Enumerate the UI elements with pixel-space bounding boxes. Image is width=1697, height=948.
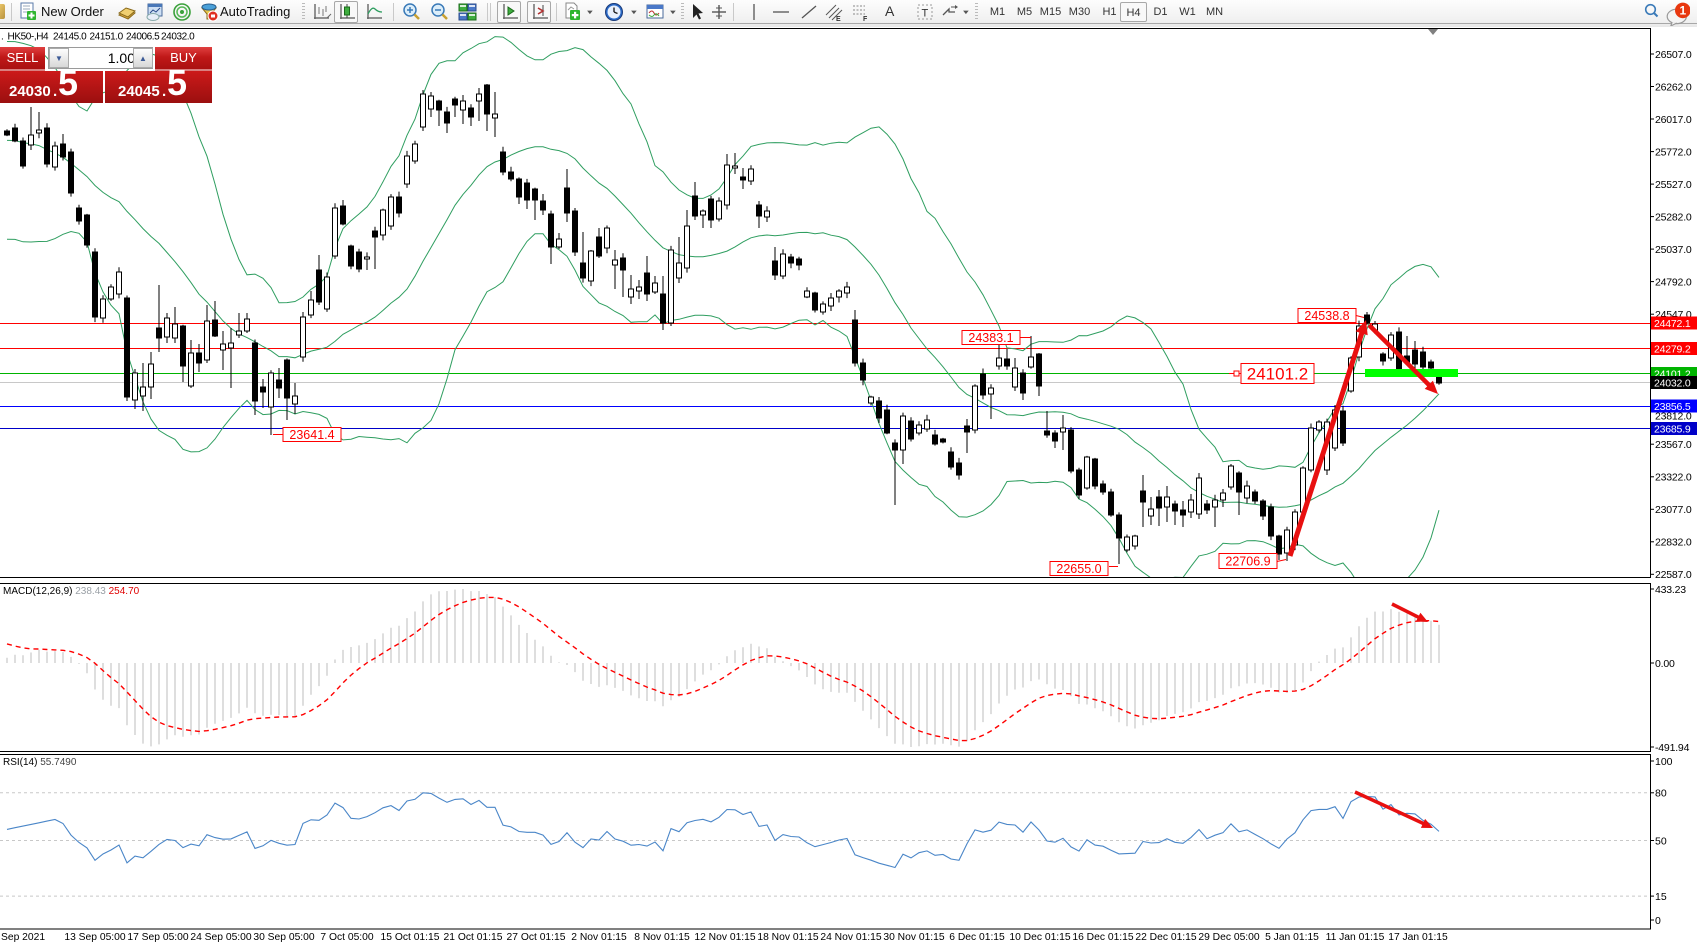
svg-text:24 Sep 05:00: 24 Sep 05:00	[190, 932, 252, 943]
svg-text:22706.9: 22706.9	[1225, 555, 1270, 569]
svg-text:433.23: 433.23	[1655, 584, 1686, 596]
svg-text:23567.0: 23567.0	[1655, 439, 1692, 451]
svg-text:17 Sep 05:00: 17 Sep 05:00	[127, 932, 189, 943]
svg-text:23641.4: 23641.4	[289, 428, 334, 442]
svg-text:22587.0: 22587.0	[1655, 569, 1692, 581]
svg-text:T: T	[922, 8, 929, 20]
svg-text:24538.8: 24538.8	[1304, 309, 1349, 323]
svg-text:RSI(14) 55.7490: RSI(14) 55.7490	[3, 757, 77, 768]
svg-text:50: 50	[1655, 835, 1667, 847]
svg-text:16 Dec 01:15: 16 Dec 01:15	[1072, 932, 1134, 943]
svg-text:24383.1: 24383.1	[968, 331, 1013, 345]
svg-text:25037.0: 25037.0	[1655, 244, 1692, 256]
svg-text:17 Jan 01:15: 17 Jan 01:15	[1388, 932, 1448, 943]
svg-text:F: F	[863, 16, 868, 22]
svg-text:12 Nov 01:15: 12 Nov 01:15	[694, 932, 756, 943]
svg-text:7 Oct 05:00: 7 Oct 05:00	[320, 932, 374, 943]
svg-text:2 Nov 01:15: 2 Nov 01:15	[571, 932, 627, 943]
svg-text:HK50-,H4: HK50-,H4	[8, 32, 50, 43]
svg-text:E: E	[836, 16, 841, 22]
svg-text:1: 1	[1679, 4, 1686, 18]
svg-text:6 Dec 01:15: 6 Dec 01:15	[949, 932, 1005, 943]
svg-text:24032.0: 24032.0	[1654, 377, 1691, 389]
svg-text:24792.0: 24792.0	[1655, 276, 1692, 288]
svg-text:Sep 2021: Sep 2021	[1, 932, 45, 943]
svg-text:23685.9: 23685.9	[1654, 423, 1691, 435]
svg-text:24032.0: 24032.0	[161, 32, 195, 43]
svg-text:26262.0: 26262.0	[1655, 81, 1692, 93]
svg-text:22832.0: 22832.0	[1655, 537, 1692, 549]
svg-text:24279.2: 24279.2	[1654, 343, 1691, 355]
svg-text:-491.94: -491.94	[1655, 742, 1690, 754]
svg-text:29 Dec 05:00: 29 Dec 05:00	[1198, 932, 1260, 943]
svg-text:.: .	[1, 32, 3, 43]
svg-text:MACD(12,26,9) 238.43 254.70: MACD(12,26,9) 238.43 254.70	[3, 586, 140, 597]
svg-text:30 Sep 05:00: 30 Sep 05:00	[253, 932, 315, 943]
svg-text:5 Jan 01:15: 5 Jan 01:15	[1265, 932, 1319, 943]
svg-text:10 Dec 01:15: 10 Dec 01:15	[1009, 932, 1071, 943]
svg-text:23077.0: 23077.0	[1655, 504, 1692, 516]
svg-text:24101.2: 24101.2	[1247, 365, 1308, 384]
svg-text:24472.1: 24472.1	[1654, 318, 1691, 330]
svg-text:30 Nov 01:15: 30 Nov 01:15	[883, 932, 945, 943]
svg-text:25282.0: 25282.0	[1655, 211, 1692, 223]
svg-text:25772.0: 25772.0	[1655, 146, 1692, 158]
svg-text:26017.0: 26017.0	[1655, 114, 1692, 126]
svg-text:0: 0	[1655, 915, 1661, 927]
svg-text:26507.0: 26507.0	[1655, 49, 1692, 61]
svg-text:13 Sep 05:00: 13 Sep 05:00	[64, 932, 126, 943]
svg-text:22 Dec 01:15: 22 Dec 01:15	[1135, 932, 1197, 943]
svg-text:23812.0: 23812.0	[1655, 411, 1692, 423]
svg-text:21 Oct 01:15: 21 Oct 01:15	[444, 932, 503, 943]
svg-text:27 Oct 01:15: 27 Oct 01:15	[507, 932, 566, 943]
svg-text:24 Nov 01:15: 24 Nov 01:15	[820, 932, 882, 943]
svg-text:24145.0: 24145.0	[53, 32, 87, 43]
svg-text:15 Oct 01:15: 15 Oct 01:15	[381, 932, 440, 943]
svg-text:18 Nov 01:15: 18 Nov 01:15	[757, 932, 819, 943]
svg-text:80: 80	[1655, 788, 1667, 800]
svg-text:0.00: 0.00	[1655, 658, 1675, 670]
svg-text:11 Jan 01:15: 11 Jan 01:15	[1326, 932, 1385, 943]
svg-text:15: 15	[1655, 891, 1667, 903]
svg-text:24151.0: 24151.0	[90, 32, 124, 43]
svg-text:23322.0: 23322.0	[1655, 472, 1692, 484]
svg-text:8 Nov 01:15: 8 Nov 01:15	[634, 932, 690, 943]
svg-text:25527.0: 25527.0	[1655, 179, 1692, 191]
svg-text:100: 100	[1655, 756, 1673, 768]
svg-text:22655.0: 22655.0	[1056, 562, 1101, 576]
svg-text:23856.5: 23856.5	[1654, 401, 1691, 413]
svg-text:24006.5: 24006.5	[126, 32, 160, 43]
